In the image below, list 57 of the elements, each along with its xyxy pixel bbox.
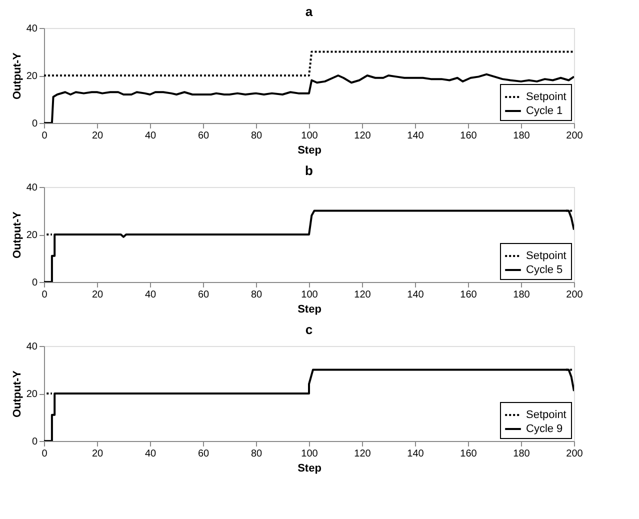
y-tick-label: 40 bbox=[26, 342, 38, 352]
x-tick-label: 140 bbox=[407, 448, 424, 460]
legend-label: Cycle 5 bbox=[526, 264, 563, 276]
x-tick-label: 140 bbox=[407, 130, 424, 142]
x-axis-title: Step bbox=[298, 462, 322, 474]
x-tick-label: 160 bbox=[460, 448, 478, 460]
x-tick-label: 60 bbox=[198, 290, 210, 300]
x-tick-label: 100 bbox=[301, 290, 318, 300]
y-axis-title: Output-Y bbox=[11, 210, 24, 259]
x-tick-label: 20 bbox=[92, 290, 104, 300]
y-tick-label: 20 bbox=[26, 389, 38, 400]
x-tick-label: 120 bbox=[354, 130, 372, 142]
legend-label: Cycle 1 bbox=[526, 105, 563, 117]
x-tick-label: 40 bbox=[144, 130, 156, 142]
y-tick-label: 20 bbox=[26, 71, 38, 82]
x-tick-label: 180 bbox=[513, 290, 530, 300]
y-tick-label: 40 bbox=[26, 182, 38, 194]
x-tick-label: 0 bbox=[42, 448, 48, 460]
x-axis-title: Step bbox=[298, 304, 322, 316]
legend-label: Cycle 9 bbox=[526, 423, 563, 435]
x-tick-label: 20 bbox=[92, 130, 104, 142]
x-tick-label: 180 bbox=[513, 448, 530, 460]
y-tick-label: 0 bbox=[32, 436, 38, 448]
x-tick-label: 40 bbox=[144, 448, 156, 460]
x-axis-title: Step bbox=[298, 144, 322, 156]
x-tick-label: 20 bbox=[92, 448, 104, 460]
x-tick-label: 200 bbox=[566, 448, 584, 460]
x-tick-label: 180 bbox=[513, 130, 530, 142]
x-tick-label: 0 bbox=[42, 130, 48, 142]
x-tick-label: 200 bbox=[566, 290, 584, 300]
x-tick-label: 160 bbox=[460, 130, 478, 142]
chart-title: a bbox=[305, 4, 314, 19]
x-tick-label: 120 bbox=[354, 290, 372, 300]
y-tick-label: 40 bbox=[26, 24, 38, 34]
x-tick-label: 80 bbox=[250, 290, 262, 300]
y-tick-label: 0 bbox=[32, 278, 38, 288]
legend-label: Setpoint bbox=[526, 409, 566, 421]
legend-label: Setpoint bbox=[526, 250, 566, 262]
x-tick-label: 80 bbox=[250, 448, 262, 460]
x-tick-label: 0 bbox=[42, 290, 48, 300]
y-axis-title: Output-Y bbox=[11, 52, 24, 100]
chart-title: c bbox=[305, 322, 313, 337]
x-tick-label: 200 bbox=[566, 130, 584, 142]
x-tick-label: 100 bbox=[301, 130, 318, 142]
y-axis-title: Output-Y bbox=[11, 370, 24, 418]
legend-label: Setpoint bbox=[526, 91, 566, 103]
x-tick-label: 120 bbox=[354, 448, 372, 460]
x-tick-label: 140 bbox=[407, 290, 424, 300]
x-tick-label: 60 bbox=[198, 130, 210, 142]
chart-title: b bbox=[305, 163, 314, 178]
x-tick-label: 40 bbox=[144, 290, 156, 300]
x-tick-label: 100 bbox=[301, 448, 318, 460]
x-tick-label: 60 bbox=[198, 448, 210, 460]
x-tick-label: 80 bbox=[250, 130, 262, 142]
y-tick-label: 20 bbox=[26, 230, 38, 241]
y-tick-label: 0 bbox=[32, 118, 38, 130]
x-tick-label: 160 bbox=[460, 290, 478, 300]
